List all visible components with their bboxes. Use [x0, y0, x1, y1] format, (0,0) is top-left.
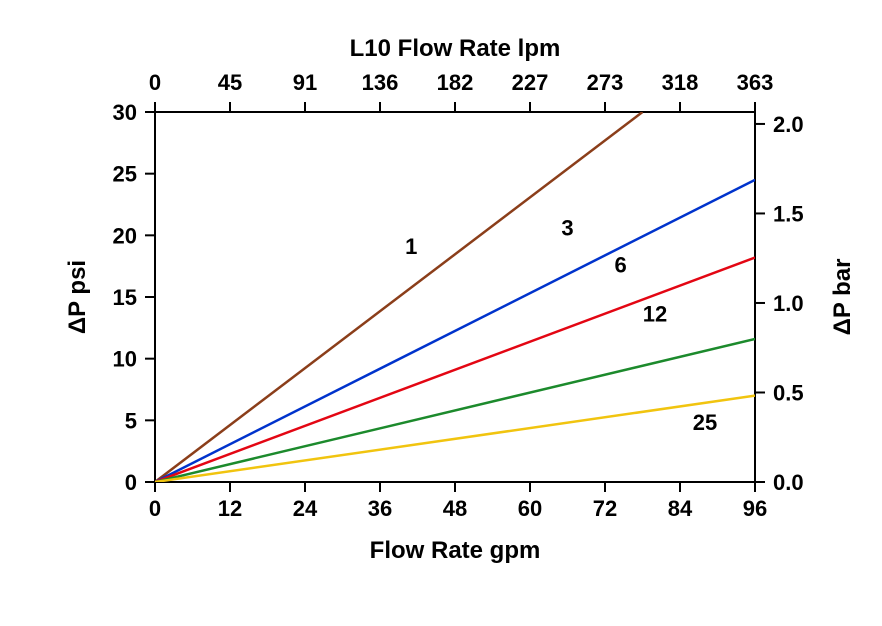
x-tick-label: 36	[368, 496, 392, 521]
y-left-tick-label: 5	[125, 408, 137, 433]
y-right-tick-label: 1.0	[773, 291, 804, 316]
y-left-tick-label: 20	[113, 223, 137, 248]
x-tick-label: 72	[593, 496, 617, 521]
y-right-tick-label: 0.0	[773, 470, 804, 495]
series-label-3: 3	[561, 215, 573, 240]
x-top-tick-label: 136	[362, 70, 399, 95]
series-label-6: 6	[615, 252, 627, 277]
y-left-tick-label: 30	[113, 100, 137, 125]
x-top-tick-label: 363	[737, 70, 774, 95]
y-right-tick-label: 0.5	[773, 380, 804, 405]
x-top-tick-label: 91	[293, 70, 317, 95]
y-left-tick-label: 10	[113, 347, 137, 372]
y-left-tick-label: 25	[113, 162, 137, 187]
x-top-tick-label: 273	[587, 70, 624, 95]
x-top-tick-label: 318	[662, 70, 699, 95]
x-top-tick-label: 0	[149, 70, 161, 95]
x-top-tick-label: 182	[437, 70, 474, 95]
x-bottom-title: Flow Rate gpm	[370, 537, 541, 564]
x-tick-label: 96	[743, 496, 767, 521]
chart-container: 01224364860728496Flow Rate gpm0459113618…	[0, 0, 882, 626]
y-right-tick-label: 2.0	[773, 112, 804, 137]
series-label-25: 25	[693, 410, 717, 435]
x-top-tick-label: 45	[218, 70, 242, 95]
x-tick-label: 48	[443, 496, 467, 521]
x-tick-label: 84	[668, 496, 693, 521]
y-left-tick-label: 15	[113, 285, 137, 310]
y-left-tick-label: 0	[125, 470, 137, 495]
x-tick-label: 12	[218, 496, 242, 521]
x-top-tick-label: 227	[512, 70, 549, 95]
y-left-title: ΔP psi	[64, 260, 91, 334]
line-chart: 01224364860728496Flow Rate gpm0459113618…	[0, 0, 882, 626]
series-label-12: 12	[643, 302, 667, 327]
y-right-tick-label: 1.5	[773, 201, 804, 226]
y-right-title: ΔP bar	[829, 259, 856, 336]
series-label-1: 1	[405, 234, 417, 259]
x-top-title: L10 Flow Rate lpm	[350, 35, 561, 62]
x-tick-label: 0	[149, 496, 161, 521]
x-tick-label: 60	[518, 496, 542, 521]
x-tick-label: 24	[293, 496, 318, 521]
